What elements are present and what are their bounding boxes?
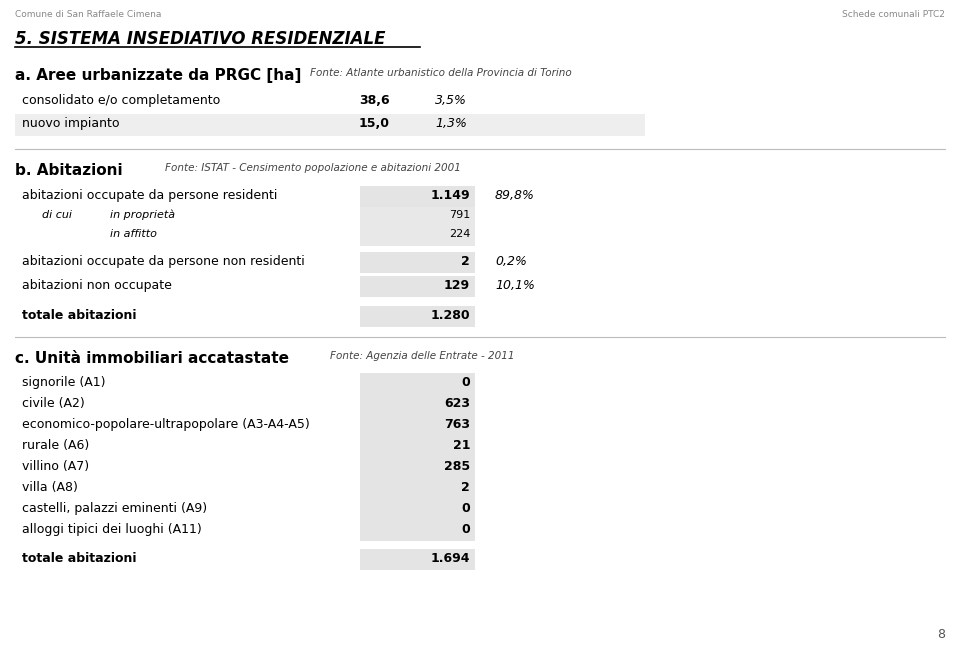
Text: civile (A2): civile (A2) xyxy=(22,397,84,410)
Text: 2: 2 xyxy=(461,481,470,494)
Text: economico-popolare-ultrapopolare (A3-A4-A5): economico-popolare-ultrapopolare (A3-A4-… xyxy=(22,418,310,431)
Bar xyxy=(360,457,475,478)
Text: 623: 623 xyxy=(444,397,470,410)
Text: 38,6: 38,6 xyxy=(359,94,390,107)
Text: 1.694: 1.694 xyxy=(430,552,470,565)
Text: rurale (A6): rurale (A6) xyxy=(22,439,89,452)
Text: in affitto: in affitto xyxy=(110,229,156,239)
Text: 1,3%: 1,3% xyxy=(435,117,467,130)
Text: 0: 0 xyxy=(461,523,470,536)
Text: 21: 21 xyxy=(452,439,470,452)
Text: 285: 285 xyxy=(444,460,470,473)
Text: 0: 0 xyxy=(461,502,470,515)
Text: 10,1%: 10,1% xyxy=(495,279,535,292)
Bar xyxy=(360,436,475,457)
Bar xyxy=(360,549,475,570)
Text: consolidato e/o completamento: consolidato e/o completamento xyxy=(22,94,220,107)
Bar xyxy=(360,499,475,520)
Text: totale abitazioni: totale abitazioni xyxy=(22,552,136,565)
Text: Fonte: ISTAT - Censimento popolazione e abitazioni 2001: Fonte: ISTAT - Censimento popolazione e … xyxy=(165,163,461,173)
Text: 763: 763 xyxy=(444,418,470,431)
Text: totale abitazioni: totale abitazioni xyxy=(22,309,136,322)
Text: abitazioni occupate da persone non residenti: abitazioni occupate da persone non resid… xyxy=(22,255,304,268)
Bar xyxy=(360,252,475,273)
Text: a. Aree urbanizzate da PRGC [ha]: a. Aree urbanizzate da PRGC [ha] xyxy=(15,68,301,83)
Bar xyxy=(360,373,475,394)
Text: castelli, palazzi eminenti (A9): castelli, palazzi eminenti (A9) xyxy=(22,502,207,515)
Text: c. Unità immobiliari accatastate: c. Unità immobiliari accatastate xyxy=(15,351,289,366)
Bar xyxy=(360,478,475,499)
Text: 0,2%: 0,2% xyxy=(495,255,527,268)
Text: 1.280: 1.280 xyxy=(430,309,470,322)
Bar xyxy=(360,186,475,207)
Text: 224: 224 xyxy=(448,229,470,239)
Text: di cui: di cui xyxy=(42,210,72,220)
Bar xyxy=(15,114,645,136)
Text: 8: 8 xyxy=(937,628,945,641)
Text: 3,5%: 3,5% xyxy=(435,94,467,107)
Text: 0: 0 xyxy=(461,376,470,389)
Bar xyxy=(360,394,475,415)
Text: villa (A8): villa (A8) xyxy=(22,481,78,494)
Text: in proprietà: in proprietà xyxy=(110,210,175,221)
Text: Fonte: Agenzia delle Entrate - 2011: Fonte: Agenzia delle Entrate - 2011 xyxy=(330,351,515,361)
Text: b. Abitazioni: b. Abitazioni xyxy=(15,163,123,178)
Text: abitazioni non occupate: abitazioni non occupate xyxy=(22,279,172,292)
Text: Fonte: Atlante urbanistico della Provincia di Torino: Fonte: Atlante urbanistico della Provinc… xyxy=(310,68,572,78)
Bar xyxy=(360,276,475,297)
Text: villino (A7): villino (A7) xyxy=(22,460,89,473)
Bar xyxy=(360,520,475,541)
Text: 15,0: 15,0 xyxy=(359,117,390,130)
Text: 5. SISTEMA INSEDIATIVO RESIDENZIALE: 5. SISTEMA INSEDIATIVO RESIDENZIALE xyxy=(15,30,386,48)
Text: Schede comunali PTC2: Schede comunali PTC2 xyxy=(842,10,945,19)
Text: 89,8%: 89,8% xyxy=(495,189,535,202)
Text: signorile (A1): signorile (A1) xyxy=(22,376,106,389)
Text: 2: 2 xyxy=(461,255,470,268)
Bar xyxy=(360,306,475,327)
Bar xyxy=(360,226,475,246)
Text: nuovo impianto: nuovo impianto xyxy=(22,117,119,130)
Text: alloggi tipici dei luoghi (A11): alloggi tipici dei luoghi (A11) xyxy=(22,523,202,536)
Text: abitazioni occupate da persone residenti: abitazioni occupate da persone residenti xyxy=(22,189,277,202)
Text: 1.149: 1.149 xyxy=(430,189,470,202)
Text: 129: 129 xyxy=(444,279,470,292)
Text: Comune di San Raffaele Cimena: Comune di San Raffaele Cimena xyxy=(15,10,161,19)
Text: 791: 791 xyxy=(448,210,470,220)
Bar xyxy=(360,415,475,436)
Bar xyxy=(360,207,475,227)
